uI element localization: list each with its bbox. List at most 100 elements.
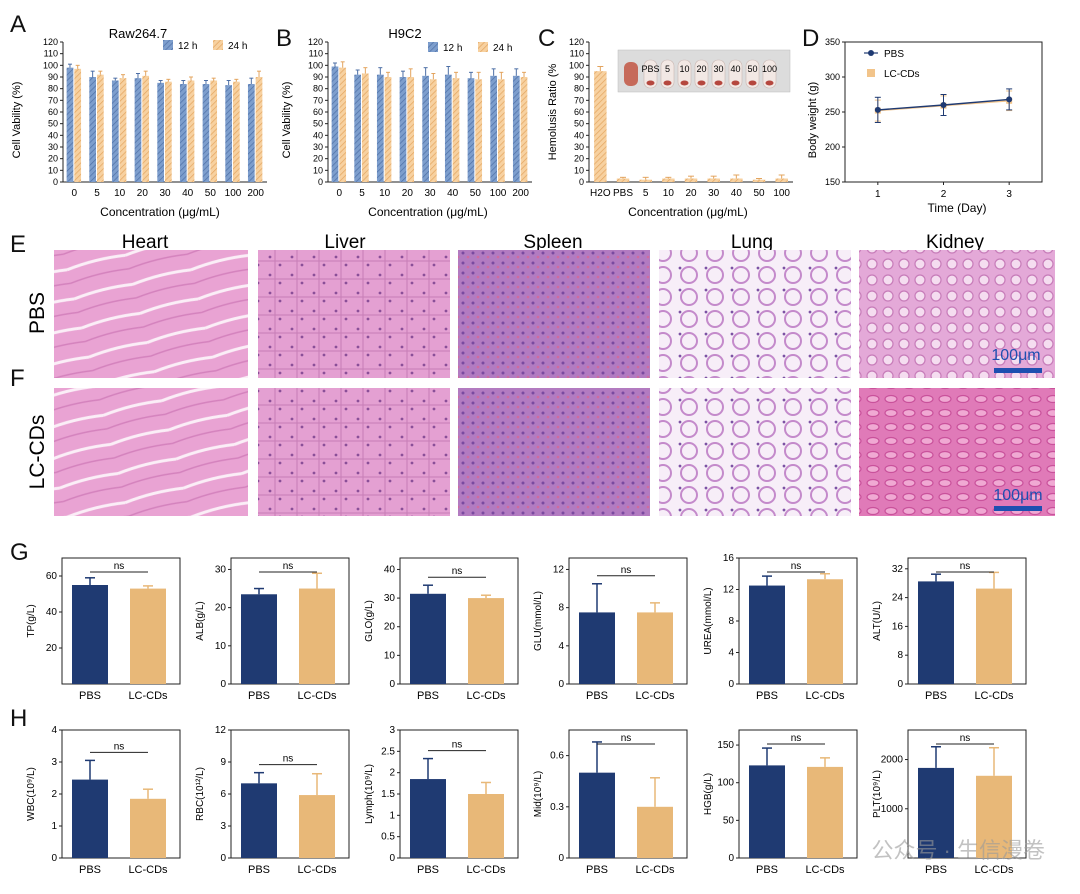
small-chart-bar bbox=[749, 765, 785, 858]
small-chart-xtick-label: LC-CDs bbox=[974, 690, 1014, 702]
chart-a-bar bbox=[111, 80, 119, 182]
small-chart-xtick-label: LC-CDs bbox=[128, 690, 168, 702]
significance-label: ns bbox=[114, 561, 125, 572]
significance-label: ns bbox=[960, 733, 971, 744]
chart-c-bar bbox=[684, 178, 698, 182]
small-chart-xtick-label: PBS bbox=[925, 864, 947, 876]
chart-a-bar bbox=[210, 80, 218, 182]
panel-letter-h: H bbox=[10, 705, 27, 732]
chart-a-bar bbox=[142, 75, 150, 182]
significance-label: ns bbox=[283, 561, 294, 572]
small-chart-bar bbox=[807, 579, 843, 684]
small-chart-g1: 20 40 60 TP(g/L) PBS LC-CDs ns bbox=[26, 557, 181, 702]
chart-a-xtick-label: 0 bbox=[72, 188, 78, 199]
legend-d-label-pbs: PBS bbox=[884, 49, 904, 60]
small-chart-xtick-label: PBS bbox=[586, 690, 608, 702]
column-label-kidney: Kidney bbox=[926, 232, 985, 253]
small-chart-bar bbox=[976, 775, 1012, 858]
significance-label: ns bbox=[621, 733, 632, 744]
significance-label: ns bbox=[114, 741, 125, 752]
chart-a-xtick-label: 5 bbox=[94, 188, 100, 199]
small-chart-xtick-label: LC-CDs bbox=[805, 864, 845, 876]
small-chart-ytick-label: 20 bbox=[46, 643, 58, 654]
chart-c-ytick-label: 80 bbox=[574, 84, 584, 94]
small-chart-ytick-label: 0 bbox=[220, 853, 226, 864]
small-chart-g3: 0 10 20 30 40 GLO(g/L) PBS LC-CDs ns bbox=[364, 557, 519, 702]
chart-b-bar bbox=[444, 74, 452, 182]
small-chart-frame bbox=[399, 557, 519, 685]
chart-a-bar bbox=[165, 81, 172, 182]
chart-c-bar bbox=[775, 178, 788, 182]
chart-b-bar bbox=[362, 73, 369, 182]
chart-b-xtick-label: 40 bbox=[447, 188, 459, 199]
chart-b-xtick-label: 0 bbox=[337, 188, 343, 199]
small-chart-ytick-label: 0 bbox=[728, 679, 734, 690]
small-chart-h4: 0 0.3 0.6 Mid(10⁹/L) PBS LC-CDs ns bbox=[533, 729, 688, 876]
small-chart-ytick-label: 16 bbox=[723, 553, 735, 564]
small-chart-frame bbox=[907, 557, 1027, 685]
histology-pbs-spleen bbox=[458, 250, 650, 378]
small-chart-h1: 0 1 2 3 4 WBC(10⁹/L) PBS LC-CDs ns bbox=[26, 725, 181, 876]
chart-b-ytick-label: 10 bbox=[313, 165, 323, 175]
chart-d-point bbox=[1006, 96, 1013, 103]
small-chart-ytick-label: 6 bbox=[220, 789, 226, 800]
small-chart-frame bbox=[738, 729, 858, 859]
chart-a-ytick-label: 0 bbox=[53, 177, 58, 187]
chart-b-xlabel: Concentration (μg/mL) bbox=[368, 205, 488, 219]
chart-a-bar bbox=[97, 74, 104, 182]
chart-d-xlabel: Time (Day) bbox=[928, 201, 987, 215]
significance-label: ns bbox=[791, 561, 802, 572]
column-label-spleen: Spleen bbox=[523, 232, 582, 253]
chart-a-ytick-label: 60 bbox=[48, 107, 58, 117]
chart-a-ytick-label: 20 bbox=[48, 154, 58, 164]
tube bbox=[643, 59, 658, 89]
chart-c-xtick-label: 40 bbox=[731, 188, 743, 199]
panel-letter-d: D bbox=[802, 25, 819, 52]
tube-label: 100 bbox=[762, 64, 777, 74]
chart-c-ytick-label: 90 bbox=[574, 72, 584, 82]
chart-b-bar bbox=[475, 79, 483, 182]
small-chart-ylabel: PLT(10⁹/L) bbox=[872, 770, 883, 818]
chart-b-bar bbox=[490, 75, 497, 182]
chart-d-ytick-label: 200 bbox=[825, 142, 840, 152]
chart-a-ytick-label: 70 bbox=[48, 95, 58, 105]
legend-d-marker-lccds bbox=[867, 69, 875, 77]
chart-c-xtick-label: 100 bbox=[773, 188, 790, 199]
tube-h2o bbox=[624, 62, 638, 86]
small-chart-ytick-label: 2 bbox=[389, 768, 395, 779]
small-chart-frame bbox=[568, 557, 688, 685]
chart-b-bar bbox=[422, 75, 429, 182]
small-chart-ytick-label: 0 bbox=[220, 679, 226, 690]
chart-c-ytick-label: 110 bbox=[570, 49, 584, 59]
histology-lccds-liver bbox=[258, 388, 450, 516]
small-chart-frame bbox=[230, 557, 350, 685]
histology-pbs-lung bbox=[659, 250, 851, 378]
small-chart-g5: 0 4 8 12 16 UREA(mmol/L) PBS LC-CDs ns bbox=[703, 553, 858, 702]
chart-b-legend: 12 h 24 h bbox=[428, 42, 512, 54]
small-chart-xtick-label: PBS bbox=[417, 864, 439, 876]
chart-d-ytick-label: 250 bbox=[825, 107, 840, 117]
histology-panel: E F Heart Liver Spleen Lung Kidney PBS L… bbox=[10, 231, 1055, 516]
small-chart-ylabel: GLO(g/L) bbox=[364, 600, 375, 642]
column-label-lung: Lung bbox=[731, 232, 773, 253]
small-chart-ytick-label: 3 bbox=[51, 757, 57, 768]
chart-b-ytick-label: 60 bbox=[313, 107, 323, 117]
column-label-heart: Heart bbox=[122, 232, 169, 253]
chart-a-xtick-label: 50 bbox=[205, 188, 217, 199]
small-chart-xtick-label: PBS bbox=[417, 690, 439, 702]
chart-b-bar bbox=[339, 67, 347, 182]
chart-c-ytick-label: 120 bbox=[569, 37, 584, 47]
chart-a-bar bbox=[119, 78, 127, 182]
small-chart-ytick-label: 2000 bbox=[881, 755, 904, 766]
small-chart-xtick-label: PBS bbox=[756, 690, 778, 702]
small-chart-bar bbox=[410, 593, 446, 684]
chart-a-ytick-label: 120 bbox=[43, 37, 58, 47]
chart-a-xlabel: Concentration (μg/mL) bbox=[100, 205, 220, 219]
legend-a-label-24h: 24 h bbox=[228, 41, 247, 52]
chart-b-ytick-label: 30 bbox=[313, 142, 323, 152]
chart-d-xtick-label: 2 bbox=[941, 189, 947, 200]
small-chart-ytick-label: 20 bbox=[384, 622, 396, 633]
small-chart-ytick-label: 0 bbox=[558, 679, 564, 690]
chart-c-ytick-label: 70 bbox=[574, 95, 584, 105]
